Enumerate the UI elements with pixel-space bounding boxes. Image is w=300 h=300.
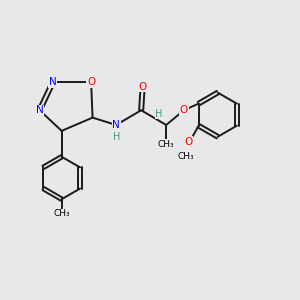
Text: O: O: [180, 105, 188, 115]
Text: N: N: [36, 105, 43, 115]
Text: H: H: [155, 109, 163, 119]
Text: CH₃: CH₃: [177, 152, 194, 160]
Text: O: O: [87, 77, 95, 87]
Text: N: N: [49, 77, 57, 87]
Text: CH₃: CH₃: [53, 209, 70, 218]
Text: CH₃: CH₃: [158, 140, 175, 148]
Text: O: O: [139, 82, 147, 92]
Text: N: N: [112, 120, 120, 130]
Text: O: O: [184, 137, 192, 147]
Text: H: H: [113, 132, 120, 142]
